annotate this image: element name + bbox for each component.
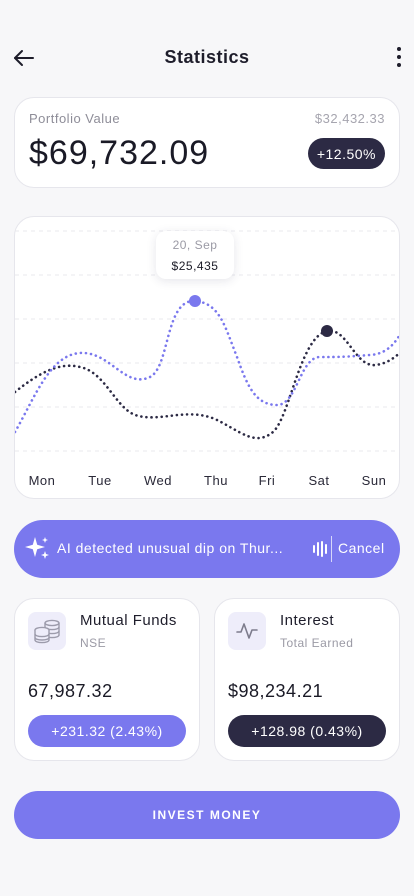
chart-tooltip: 20, Sep $25,435 (156, 231, 234, 279)
statistics-chart[interactable]: 20, Sep $25,435 Mon Tue Wed Thu Fri Sat … (14, 216, 400, 499)
card-amount: $98,234.21 (228, 681, 324, 701)
more-vertical-icon (397, 47, 401, 51)
sparkle-icon (25, 537, 49, 559)
portfolio-value: $69,732.09 (29, 134, 210, 172)
portfolio-value-card: Portfolio Value $32,432.33 $69,732.09 +1… (14, 97, 400, 188)
highlight-point-sat[interactable] (321, 325, 333, 337)
ai-insight-text: AI detected unusual dip on Thur... (57, 540, 284, 556)
x-tick-label: Mon (28, 473, 56, 488)
audio-wave-icon (313, 541, 327, 557)
tooltip-value: $25,435 (171, 259, 219, 273)
x-tick-label: Thu (204, 473, 228, 488)
activity-icon (228, 612, 266, 650)
back-button[interactable] (10, 44, 38, 72)
coins-icon (28, 612, 66, 650)
portfolio-previous-value: $32,432.33 (314, 111, 385, 126)
app-header: Statistics (0, 0, 414, 115)
mutual-funds-card[interactable]: Mutual Funds NSE 67,987.32 +231.32 (2.43… (14, 598, 200, 761)
portfolio-change-badge: +12.50% (307, 138, 385, 169)
more-options-button[interactable] (390, 44, 408, 70)
x-tick-label: Wed (144, 473, 172, 488)
invest-money-button[interactable]: INVEST MONEY (14, 791, 400, 839)
ai-insight-banner[interactable]: AI detected unusual dip on Thur... Cance… (14, 520, 400, 578)
card-title: Mutual Funds (80, 612, 177, 629)
card-amount: 67,987.32 (28, 681, 113, 701)
series-purple-line (15, 299, 399, 434)
highlight-point-thu[interactable] (189, 295, 201, 307)
series-dark-line (15, 329, 399, 440)
tooltip-date: 20, Sep (172, 238, 218, 252)
divider (331, 536, 332, 562)
change-badge: +128.98 (0.43%) (228, 715, 386, 747)
change-badge: +231.32 (2.43%) (28, 715, 186, 747)
x-tick-label: Fri (258, 473, 276, 488)
x-tick-label: Tue (88, 473, 112, 488)
x-tick-label: Sat (308, 473, 330, 488)
portfolio-value-label: Portfolio Value (29, 111, 121, 126)
cancel-button[interactable]: Cancel (338, 540, 385, 556)
card-subtitle: NSE (80, 636, 107, 650)
card-subtitle: Total Earned (280, 636, 354, 650)
page-title: Statistics (164, 47, 250, 67)
card-title: Interest (280, 612, 335, 629)
interest-card[interactable]: Interest Total Earned $98,234.21 +128.98… (214, 598, 400, 761)
arrow-left-icon (14, 50, 34, 66)
x-tick-label: Sun (361, 473, 387, 488)
